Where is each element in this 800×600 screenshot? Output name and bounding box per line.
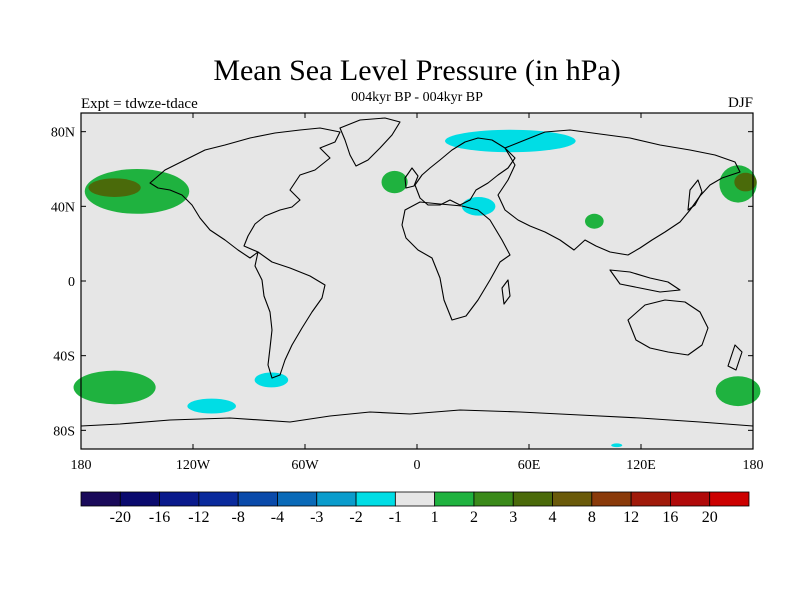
colorbar-swatch [630,491,671,507]
colorbar-swatch [709,491,750,507]
coastline-europe [414,137,516,206]
experiment-label: Expt = tdwze-tdace [81,96,198,112]
colorbar-label: 2 [470,509,478,526]
plot-title: Mean Sea Level Pressure (in hPa) [213,54,620,87]
colorbar-swatch [512,491,553,507]
colorbar-swatch [237,491,278,507]
coastline-britain [404,167,419,189]
y-tick-label: 40N [51,200,75,215]
colorbar-label: 12 [623,509,639,526]
colorbar-label: -16 [149,509,170,526]
colorbar-swatch [277,491,318,507]
x-tick-label: 180 [743,458,764,473]
colorbar-swatch [80,491,121,507]
coastline-madagascar [501,279,511,305]
colorbar-label: -8 [232,509,245,526]
colorbar-label: 4 [549,509,557,526]
colorbar-swatch [159,491,200,507]
colorbar-label: -3 [310,509,323,526]
colorbar-label: 16 [662,509,678,526]
anomaly-west-pacific-core [734,172,757,192]
colorbar-label: -1 [389,509,402,526]
coastline-asia [497,129,741,256]
y-axis: 80N 40N 0 40S 80S [51,126,753,439]
anomaly-drake-negative [254,372,289,388]
colorbar-swatch [591,491,632,507]
x-tick-label: 120W [176,458,211,473]
anomaly-north-pacific-core [88,178,141,198]
anomaly-central-asia-positive [585,213,604,229]
colorbar-label: 20 [702,509,718,526]
y-tick-label: 40S [53,350,75,365]
anomaly-north-atlantic-positive [381,170,408,194]
colorbar-swatch [434,491,475,507]
colorbar-swatch [473,491,514,507]
y-tick-label: 80N [51,126,75,141]
x-tick-label: 60E [518,458,541,473]
coastlines [80,117,754,427]
coastline-north-america [149,127,341,259]
y-tick-label: 80S [53,424,75,439]
anomaly-arctic-negative [445,129,576,153]
coastline-africa [401,201,511,321]
x-tick-label: 0 [414,458,421,473]
colorbar: -20 -16 -12 -8 -4 -3 -2 -1 1 2 3 4 8 12 16 20 [80,491,750,526]
coastline-greenland [339,117,401,167]
coastline-new-zealand [727,344,743,371]
map-panel: 180 120W 60W 0 60E 120E 180 80N 40N 0 40S 80S [51,112,764,473]
colorbar-label: -20 [110,509,131,526]
coastline-south-america [254,251,326,379]
anomaly-amundsen-negative [187,398,236,414]
y-tick-label: 0 [68,275,75,290]
anomaly-layer [73,129,761,448]
colorbar-swatch [198,491,239,507]
colorbar-label: 8 [588,509,596,526]
coastline-indonesia [609,269,681,293]
season-label: DJF [728,95,753,111]
colorbar-label: 3 [509,509,517,526]
colorbar-label: -2 [349,509,362,526]
colorbar-swatch [394,491,436,507]
map-background [81,113,753,449]
colorbar-label: -4 [271,509,284,526]
coastline-australia [627,299,709,356]
anomaly-south-pacific-positive [73,370,156,405]
x-tick-label: 180 [71,458,92,473]
coastline-japan [687,179,703,211]
colorbar-swatch [552,491,593,507]
anomaly-mediterranean-negative [461,197,496,216]
x-tick-label: 60W [291,458,319,473]
colorbar-label: -12 [188,509,209,526]
coastline-antarctica [80,409,754,427]
plot-subtitle: 004kyr BP - 004kyr BP [351,90,483,105]
anomaly-antarctic-negative [611,443,623,448]
x-axis: 180 120W 60W 0 60E 120E 180 [71,113,764,473]
x-tick-label: 120E [626,458,656,473]
anomaly-southern-ocean-positive [715,376,761,407]
colorbar-swatch [355,491,396,507]
colorbar-swatch [670,491,711,507]
colorbar-swatch [119,491,160,507]
colorbar-label: 1 [431,509,439,526]
colorbar-swatch [316,491,357,507]
